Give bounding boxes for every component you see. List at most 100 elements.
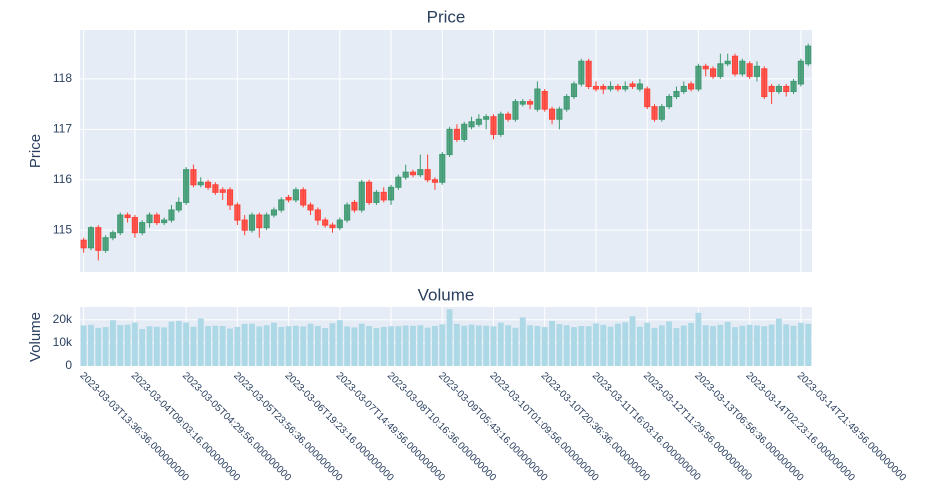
candle-body: [285, 196, 292, 201]
volume-bar: [622, 322, 629, 366]
candle-body: [483, 116, 490, 120]
volume-bar: [307, 323, 314, 366]
candle-body: [453, 128, 460, 140]
candle-body: [636, 83, 643, 90]
volume-bar: [292, 325, 299, 366]
candle-body: [519, 101, 526, 105]
volume-bar: [724, 321, 731, 366]
volume-bar: [666, 321, 673, 366]
volume-bar: [336, 320, 343, 366]
volume-bar: [688, 322, 695, 366]
volume-bar: [212, 325, 219, 366]
volume-bar: [249, 323, 255, 366]
candle-body: [592, 85, 600, 90]
candle-body: [570, 83, 578, 98]
candle-body: [702, 65, 709, 70]
volume-bar: [256, 326, 263, 366]
volume-bar: [629, 316, 636, 366]
candle-body: [548, 108, 556, 120]
candle-body: [190, 169, 197, 186]
volume-bar: [190, 326, 197, 366]
candle-body: [534, 88, 541, 110]
candle-body: [607, 85, 614, 90]
volume-bar: [300, 326, 307, 366]
volume-bar: [541, 327, 548, 366]
volume-bar: [227, 328, 233, 366]
candle-body: [205, 181, 212, 188]
candle-body: [461, 123, 468, 140]
candle-body: [387, 186, 395, 201]
candle-body: [314, 209, 321, 221]
volume-bar: [285, 326, 292, 366]
candle-body: [87, 227, 95, 249]
candle-body: [102, 237, 109, 251]
volume-bar: [783, 324, 790, 366]
candle-body: [768, 85, 775, 93]
candle-body: [797, 60, 804, 85]
volume-bar: [475, 325, 482, 366]
volume-bar: [717, 324, 724, 366]
candle-body: [395, 176, 402, 188]
x-tick-label: 2023-03-14T21:49:56.000000000: [795, 370, 908, 483]
volume-bar: [263, 325, 270, 366]
candle-body: [475, 118, 482, 125]
volume-bar: [373, 328, 380, 366]
candle-body: [600, 85, 607, 90]
volume-bar: [512, 327, 519, 366]
candle-body: [161, 219, 168, 224]
candle-body: [117, 214, 124, 234]
volume-bar: [600, 324, 607, 366]
volume-bar: [534, 325, 541, 366]
candle-body: [490, 116, 497, 135]
candle-body: [505, 113, 512, 120]
volume-bar: [571, 327, 577, 366]
candle-body: [344, 204, 351, 221]
volume-bar: [358, 323, 365, 366]
candle-body: [424, 169, 431, 181]
y-tick-label: 117: [53, 121, 72, 135]
volume-bar: [607, 326, 614, 366]
volume-bar: [110, 320, 116, 366]
candle-body: [322, 219, 329, 226]
volume-bar: [432, 325, 438, 366]
volume-bar: [644, 322, 651, 366]
candle-body: [497, 113, 504, 135]
candle-body: [241, 219, 248, 231]
candle-body: [409, 171, 417, 176]
y-tick-label: 20k: [53, 312, 73, 326]
volume-bar: [131, 322, 138, 366]
x-tick-label: 2023-03-11T16:03:16.000000000: [590, 370, 703, 483]
y-tick-label: 116: [53, 172, 72, 186]
volume-bar: [95, 327, 102, 366]
candle-body: [351, 201, 358, 211]
volume-bar: [505, 325, 512, 366]
candle-body: [629, 83, 636, 87]
price-plot-area: [80, 30, 812, 272]
candle-body: [805, 45, 812, 65]
volume-bar: [556, 324, 563, 366]
volume-bar: [424, 327, 431, 366]
candle-body: [761, 68, 768, 98]
candle-body: [278, 199, 285, 211]
volume-bar: [775, 318, 782, 366]
candle-body: [439, 154, 446, 183]
candle-body: [95, 227, 102, 251]
candle-body: [746, 63, 753, 77]
chart-title: Price: [427, 7, 466, 26]
candle-body: [724, 60, 731, 65]
volume-plot-area: [80, 307, 812, 366]
x-tick-label: 2023-03-08T10:16:36.000000000: [385, 370, 498, 483]
candle-body: [402, 171, 409, 178]
candle-body: [146, 214, 153, 224]
volume-bar: [402, 325, 409, 366]
candle-body: [336, 219, 343, 229]
volume-bar: [366, 325, 373, 366]
volume-bar: [483, 325, 490, 366]
candle-body: [775, 85, 782, 93]
x-tick-label: 2023-03-12T11:29:56.000000000: [641, 370, 754, 483]
candle-body: [270, 209, 278, 216]
candle-body: [790, 80, 797, 93]
candle-body: [673, 91, 680, 98]
candle-body: [527, 101, 534, 105]
